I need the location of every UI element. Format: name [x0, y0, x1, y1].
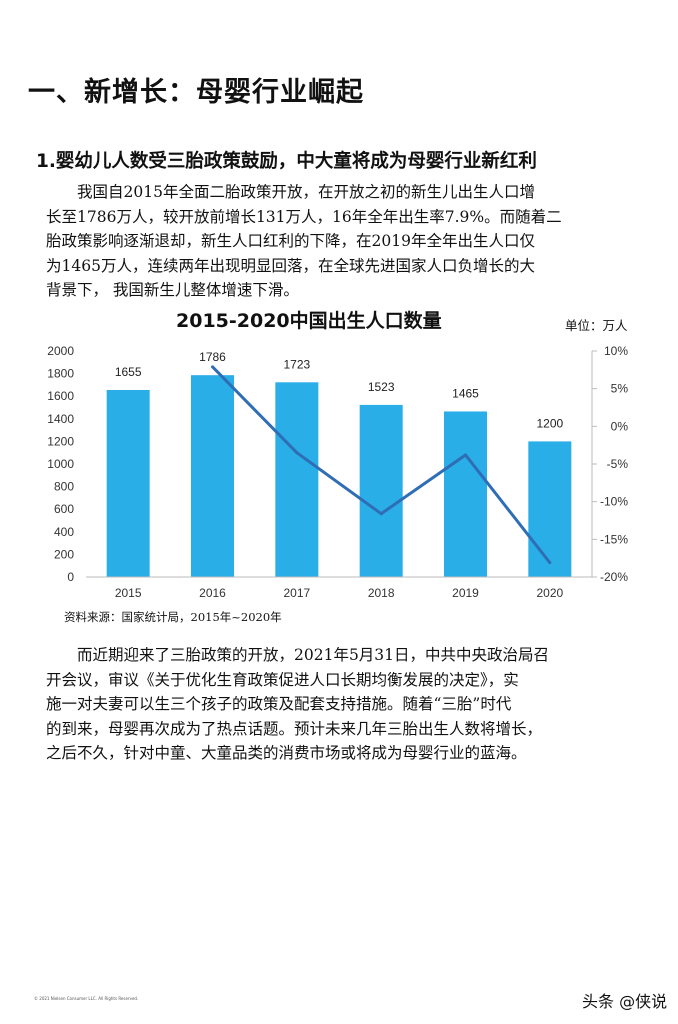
paragraph-line: 之后不久，针对中童、大童品类的消费市场或将成为母婴行业的蓝海。	[46, 744, 527, 762]
paragraph-line: 背景下， 我国新生儿整体增速下滑。	[46, 281, 299, 299]
bar-2017	[275, 382, 319, 577]
copyright-footer: © 2021 Nielsen Consumer LLC. All Rights …	[34, 996, 139, 1001]
growth-rate-point	[548, 561, 552, 565]
paragraph-line: 施一对夫妻可以生三个孩子的政策及配套支持措施。随着“三胎”时代	[46, 695, 512, 713]
source-watermark: 头条 @侠说	[582, 992, 668, 1011]
x-tick-2017: 2017	[283, 586, 310, 600]
bar-2020	[528, 441, 572, 577]
bar-2015	[106, 389, 150, 577]
y2-tick-5%: 5%	[611, 382, 629, 396]
section-heading: 一、新增长：母婴行业崛起	[28, 77, 364, 108]
y-tick-200: 200	[54, 547, 74, 561]
x-tick-2016: 2016	[199, 586, 226, 600]
y-tick-400: 400	[54, 525, 74, 539]
paragraph-line: 为1465万人，连续两年出现明显回落，在全球先进国家人口负增长的大	[46, 256, 535, 275]
paragraph-line: 而近期迎来了三胎政策的开放，2021年5月31日，中共中央政治局召	[46, 646, 550, 664]
y-tick-0: 0	[67, 570, 74, 584]
data-label-2019: 1465	[452, 386, 479, 400]
chart-unit-label: 单位：万人	[565, 318, 628, 333]
x-tick-2018: 2018	[368, 586, 395, 600]
data-label-2016: 1786	[199, 350, 226, 364]
y-tick-1600: 1600	[47, 389, 74, 403]
y-tick-1800: 1800	[47, 367, 74, 381]
policy-paragraph: 而近期迎来了三胎政策的开放，2021年5月31日，中共中央政治局召 开会议，审议…	[46, 643, 646, 766]
growth-rate-point	[211, 365, 214, 369]
y-tick-2000: 2000	[47, 344, 74, 358]
paragraph-line: 长至1786万人，较开放前增长131万人，16年全年出生率7.9%。而随着二	[46, 207, 562, 226]
data-label-2020: 1200	[536, 416, 563, 430]
y-tick-600: 600	[54, 502, 74, 516]
x-tick-2019: 2019	[452, 586, 479, 600]
paragraph-line: 开会议，审议《关于优化生育政策促进人口长期均衡发展的决定》，实	[46, 670, 519, 689]
y-tick-1000: 1000	[47, 457, 74, 471]
y2-tick-10%: 10%	[604, 344, 628, 358]
paragraph-line: 我国自2015年全面二胎政策开放，在开放之初的新生儿出生人口增	[46, 183, 535, 201]
bar-2019	[444, 411, 487, 577]
chart-title: 2015-2020中国出生人口数量	[176, 310, 442, 332]
y-tick-1200: 1200	[47, 434, 74, 448]
y2-tick--5%: -5%	[607, 457, 629, 471]
y-tick-800: 800	[54, 480, 74, 494]
paragraph-line: 胎政策影响逐渐退却，新生人口红利的下降，在2019年全年出生人口仅	[46, 232, 535, 250]
intro-paragraph: 我国自2015年全面二胎政策开放，在开放之初的新生儿出生人口增 长至1786万人…	[46, 180, 646, 303]
bar-2018	[359, 404, 403, 577]
growth-rate-point	[295, 451, 299, 455]
growth-rate-point	[464, 453, 467, 457]
data-label-2015: 1655	[115, 365, 142, 379]
y-tick-1400: 1400	[47, 412, 74, 426]
data-label-2017: 1723	[283, 357, 310, 371]
y2-tick--10%: -10%	[600, 495, 628, 509]
y2-tick--20%: -20%	[600, 570, 628, 584]
data-label-2018: 1523	[368, 380, 395, 394]
y2-tick-0%: 0%	[611, 419, 629, 433]
paragraph-line: 的到来，母婴再次成为了热点话题。预计未来几年三胎出生人数将增长，	[46, 719, 543, 738]
x-tick-2020: 2020	[536, 586, 563, 600]
bar-2016	[191, 375, 234, 577]
y2-tick--15%: -15%	[600, 532, 628, 546]
chart-source: 资料来源：国家统计局，2015年~2020年	[64, 610, 282, 624]
growth-rate-point	[379, 512, 383, 516]
subsection-heading: 1.婴幼儿人数受三胎政策鼓励，中大童将成为母婴行业新红利	[36, 151, 537, 172]
x-tick-2015: 2015	[115, 586, 142, 600]
